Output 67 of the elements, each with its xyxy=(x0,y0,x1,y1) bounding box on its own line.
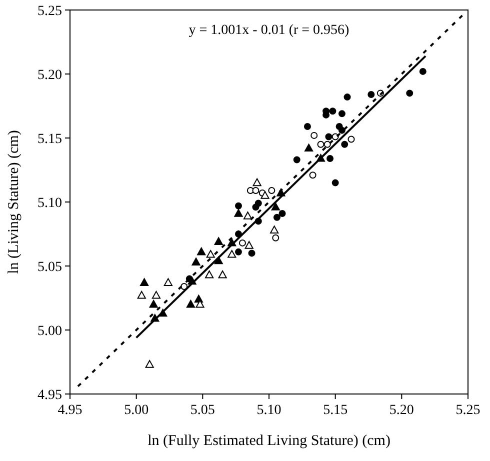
x-tick-label: 5.00 xyxy=(124,403,149,418)
point xyxy=(368,90,375,98)
x-tick-label: 5.10 xyxy=(256,403,282,418)
point xyxy=(206,250,215,258)
point xyxy=(252,186,260,194)
point xyxy=(338,110,346,118)
point xyxy=(273,214,280,221)
y-axis-title: ln (Living Stature) (cm) xyxy=(6,130,22,274)
point xyxy=(186,300,196,308)
point xyxy=(271,202,280,210)
point xyxy=(270,226,279,234)
point xyxy=(149,300,158,308)
point xyxy=(145,360,154,368)
point xyxy=(234,209,243,217)
point xyxy=(406,90,414,97)
point xyxy=(419,68,426,75)
y-tick-label: 5.25 xyxy=(38,4,62,19)
point xyxy=(341,140,348,148)
x-tick-label: 4.95 xyxy=(58,403,82,418)
point xyxy=(152,290,161,299)
point xyxy=(324,140,331,148)
x-tick-label: 5.25 xyxy=(456,403,480,418)
point xyxy=(137,290,146,299)
point xyxy=(205,270,214,278)
y-tick-label: 5.10 xyxy=(38,196,62,211)
point xyxy=(268,186,276,194)
point xyxy=(278,210,286,218)
point xyxy=(164,278,172,286)
point xyxy=(326,154,334,162)
y-tick-label: 4.95 xyxy=(38,388,62,403)
point xyxy=(338,126,346,134)
point xyxy=(254,200,262,207)
point xyxy=(317,140,324,148)
point xyxy=(310,132,318,139)
point xyxy=(234,202,242,210)
point xyxy=(248,250,256,257)
y-tick-label: 5.00 xyxy=(38,324,62,339)
point xyxy=(214,237,223,245)
annotation: y = 1.001x - 0.01 (r = 0.956) xyxy=(188,23,350,38)
point xyxy=(244,241,254,249)
point xyxy=(260,191,270,199)
point xyxy=(218,270,227,278)
point xyxy=(348,136,355,143)
point xyxy=(325,133,332,140)
point xyxy=(197,247,206,256)
point xyxy=(140,278,149,286)
x-tick-label: 5.20 xyxy=(389,403,414,418)
point xyxy=(228,250,236,258)
point xyxy=(252,178,262,186)
point xyxy=(272,234,280,242)
x-tick-label: 5.15 xyxy=(323,403,348,418)
point xyxy=(329,108,336,115)
point xyxy=(309,172,316,179)
point xyxy=(293,156,300,164)
point xyxy=(304,122,311,130)
point xyxy=(332,179,339,186)
point xyxy=(304,144,314,152)
x-axis-title: ln (Fully Estimated Living Stature) (cm) xyxy=(148,433,390,449)
point xyxy=(192,258,200,266)
y-tick-label: 5.15 xyxy=(38,132,62,147)
point xyxy=(234,248,242,256)
x-tick-label: 5.05 xyxy=(190,403,215,418)
y-tick-label: 5.05 xyxy=(38,260,62,275)
point xyxy=(238,239,246,246)
point xyxy=(243,212,252,220)
y-tick-label: 5.20 xyxy=(38,68,62,83)
point xyxy=(344,94,351,101)
